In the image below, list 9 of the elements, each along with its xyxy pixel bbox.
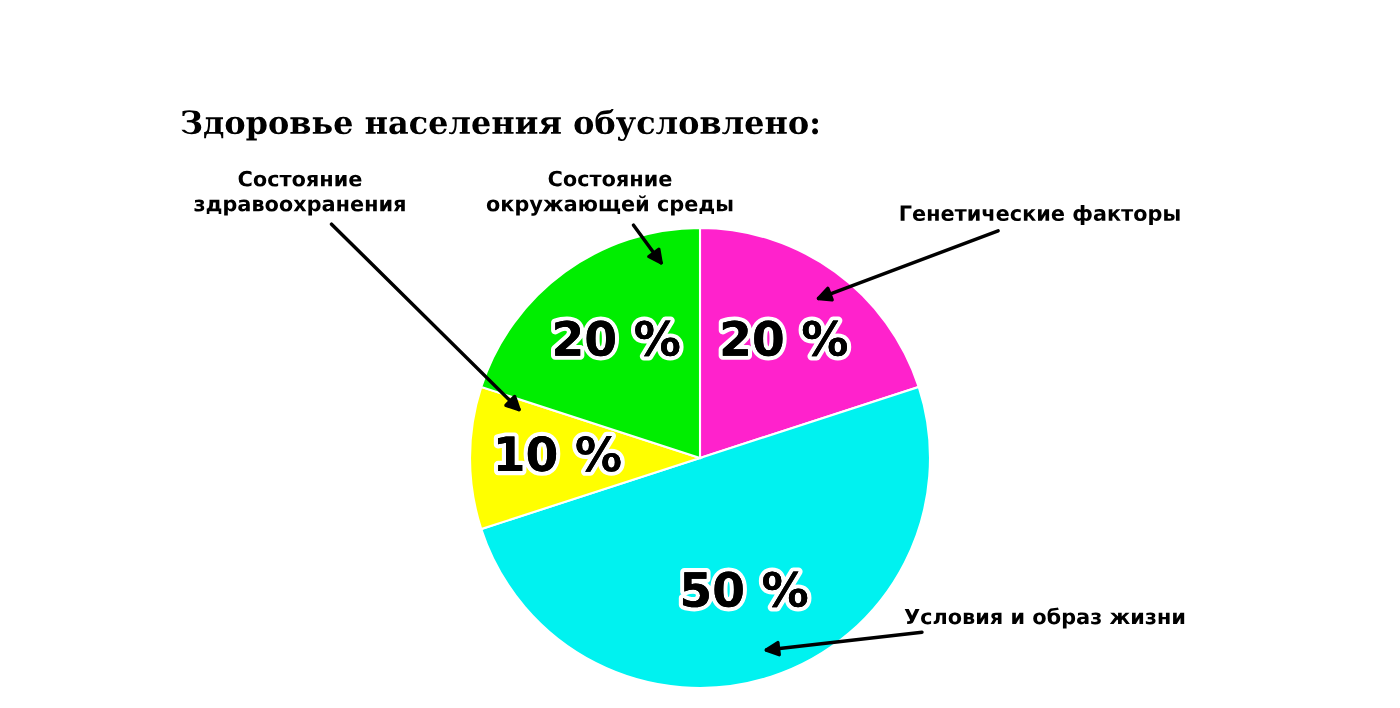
- data-label: 20 %: [722, 320, 848, 357]
- slice-label: Генетические факторы: [900, 204, 1180, 226]
- slice-label: Условия и образ жизни: [904, 607, 1185, 629]
- data-label: 50 %: [682, 571, 808, 608]
- chart-title: Здоровье населения обусловлено:: [181, 109, 819, 141]
- slice-label: Состояние здравоохранения: [194, 170, 405, 216]
- data-label: 10 %: [497, 435, 621, 472]
- slice-label: Состояние окружающей среды: [486, 170, 733, 216]
- data-label: 20 %: [555, 320, 680, 357]
